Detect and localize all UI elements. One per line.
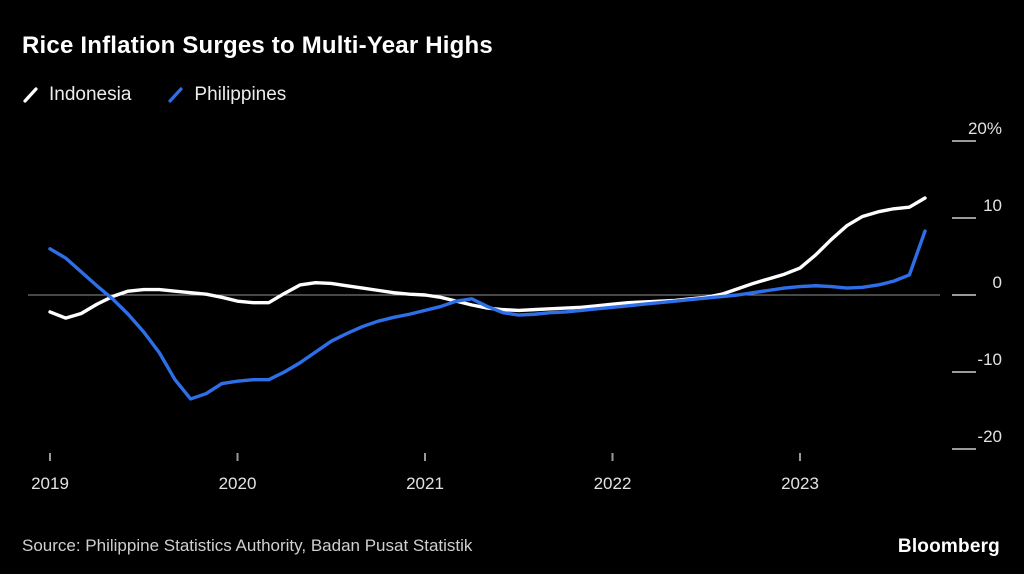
y-axis-label: 0: [993, 273, 1002, 292]
chart-svg: 20% 10 0 -10 -20 2019 2020 2021 2022 2023: [28, 119, 1002, 493]
y-axis-label: 20%: [968, 119, 1002, 138]
y-axis-label: 10: [983, 196, 1002, 215]
philippines-line-swatch-icon: [168, 87, 184, 103]
x-axis-label: 2022: [594, 474, 632, 493]
chart-title: Rice Inflation Surges to Multi-Year High…: [22, 32, 493, 59]
y-axis-label: -10: [977, 350, 1002, 369]
philippines-swatch-stroke: [168, 87, 184, 103]
legend: Indonesia Philippines: [22, 84, 286, 106]
indonesia-swatch-stroke: [23, 87, 38, 103]
legend-item-indonesia: Indonesia: [22, 84, 131, 106]
series-line-philippines: [48, 229, 927, 401]
x-axis-label: 2020: [219, 474, 257, 493]
legend-label-indonesia: Indonesia: [49, 84, 132, 105]
legend-item-philippines: Philippines: [167, 84, 286, 106]
y-axis-label: -20: [977, 427, 1002, 446]
x-axis-label: 2023: [781, 474, 819, 493]
series-line-indonesia: [48, 196, 927, 320]
legend-label-philippines: Philippines: [194, 84, 287, 105]
indonesia-line-swatch-icon: [23, 87, 38, 103]
x-axis-label: 2019: [31, 474, 69, 493]
x-axis-label: 2021: [406, 474, 444, 493]
source-note: Source: Philippine Statistics Authority,…: [22, 536, 473, 555]
bloomberg-logo: Bloomberg: [897, 536, 1000, 557]
